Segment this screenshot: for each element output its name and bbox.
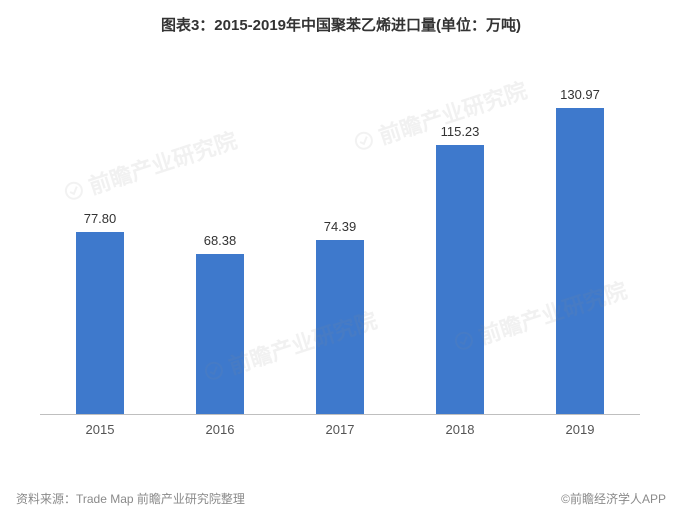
bar-group: 130.972019	[520, 108, 640, 414]
chart-area: 77.80201568.38201674.392017115.232018130…	[30, 45, 650, 445]
x-axis-label: 2016	[160, 422, 280, 437]
bar-value-label: 77.80	[40, 211, 160, 226]
credit-label: ©前瞻经济学人APP	[561, 490, 666, 507]
x-axis-label: 2019	[520, 422, 640, 437]
bar-group: 68.382016	[160, 254, 280, 414]
plot-region: 77.80201568.38201674.392017115.232018130…	[40, 75, 640, 415]
bar	[436, 145, 484, 414]
bar-group: 77.802015	[40, 232, 160, 414]
bar-value-label: 68.38	[160, 233, 280, 248]
bar-value-label: 74.39	[280, 219, 400, 234]
footer: 资料来源：Trade Map 前瞻产业研究院整理 ©前瞻经济学人APP	[16, 490, 666, 507]
x-axis-label: 2017	[280, 422, 400, 437]
bar	[556, 108, 604, 414]
bar-value-label: 130.97	[520, 87, 640, 102]
x-axis-label: 2018	[400, 422, 520, 437]
bar-group: 115.232018	[400, 145, 520, 414]
bar-value-label: 115.23	[400, 124, 520, 139]
bar	[316, 240, 364, 414]
bar	[196, 254, 244, 414]
bar	[76, 232, 124, 414]
source-label: 资料来源：Trade Map 前瞻产业研究院整理	[16, 490, 245, 507]
bar-group: 74.392017	[280, 240, 400, 414]
x-axis-label: 2015	[40, 422, 160, 437]
chart-title: 图表3：2015-2019年中国聚苯乙烯进口量(单位：万吨)	[0, 0, 682, 45]
